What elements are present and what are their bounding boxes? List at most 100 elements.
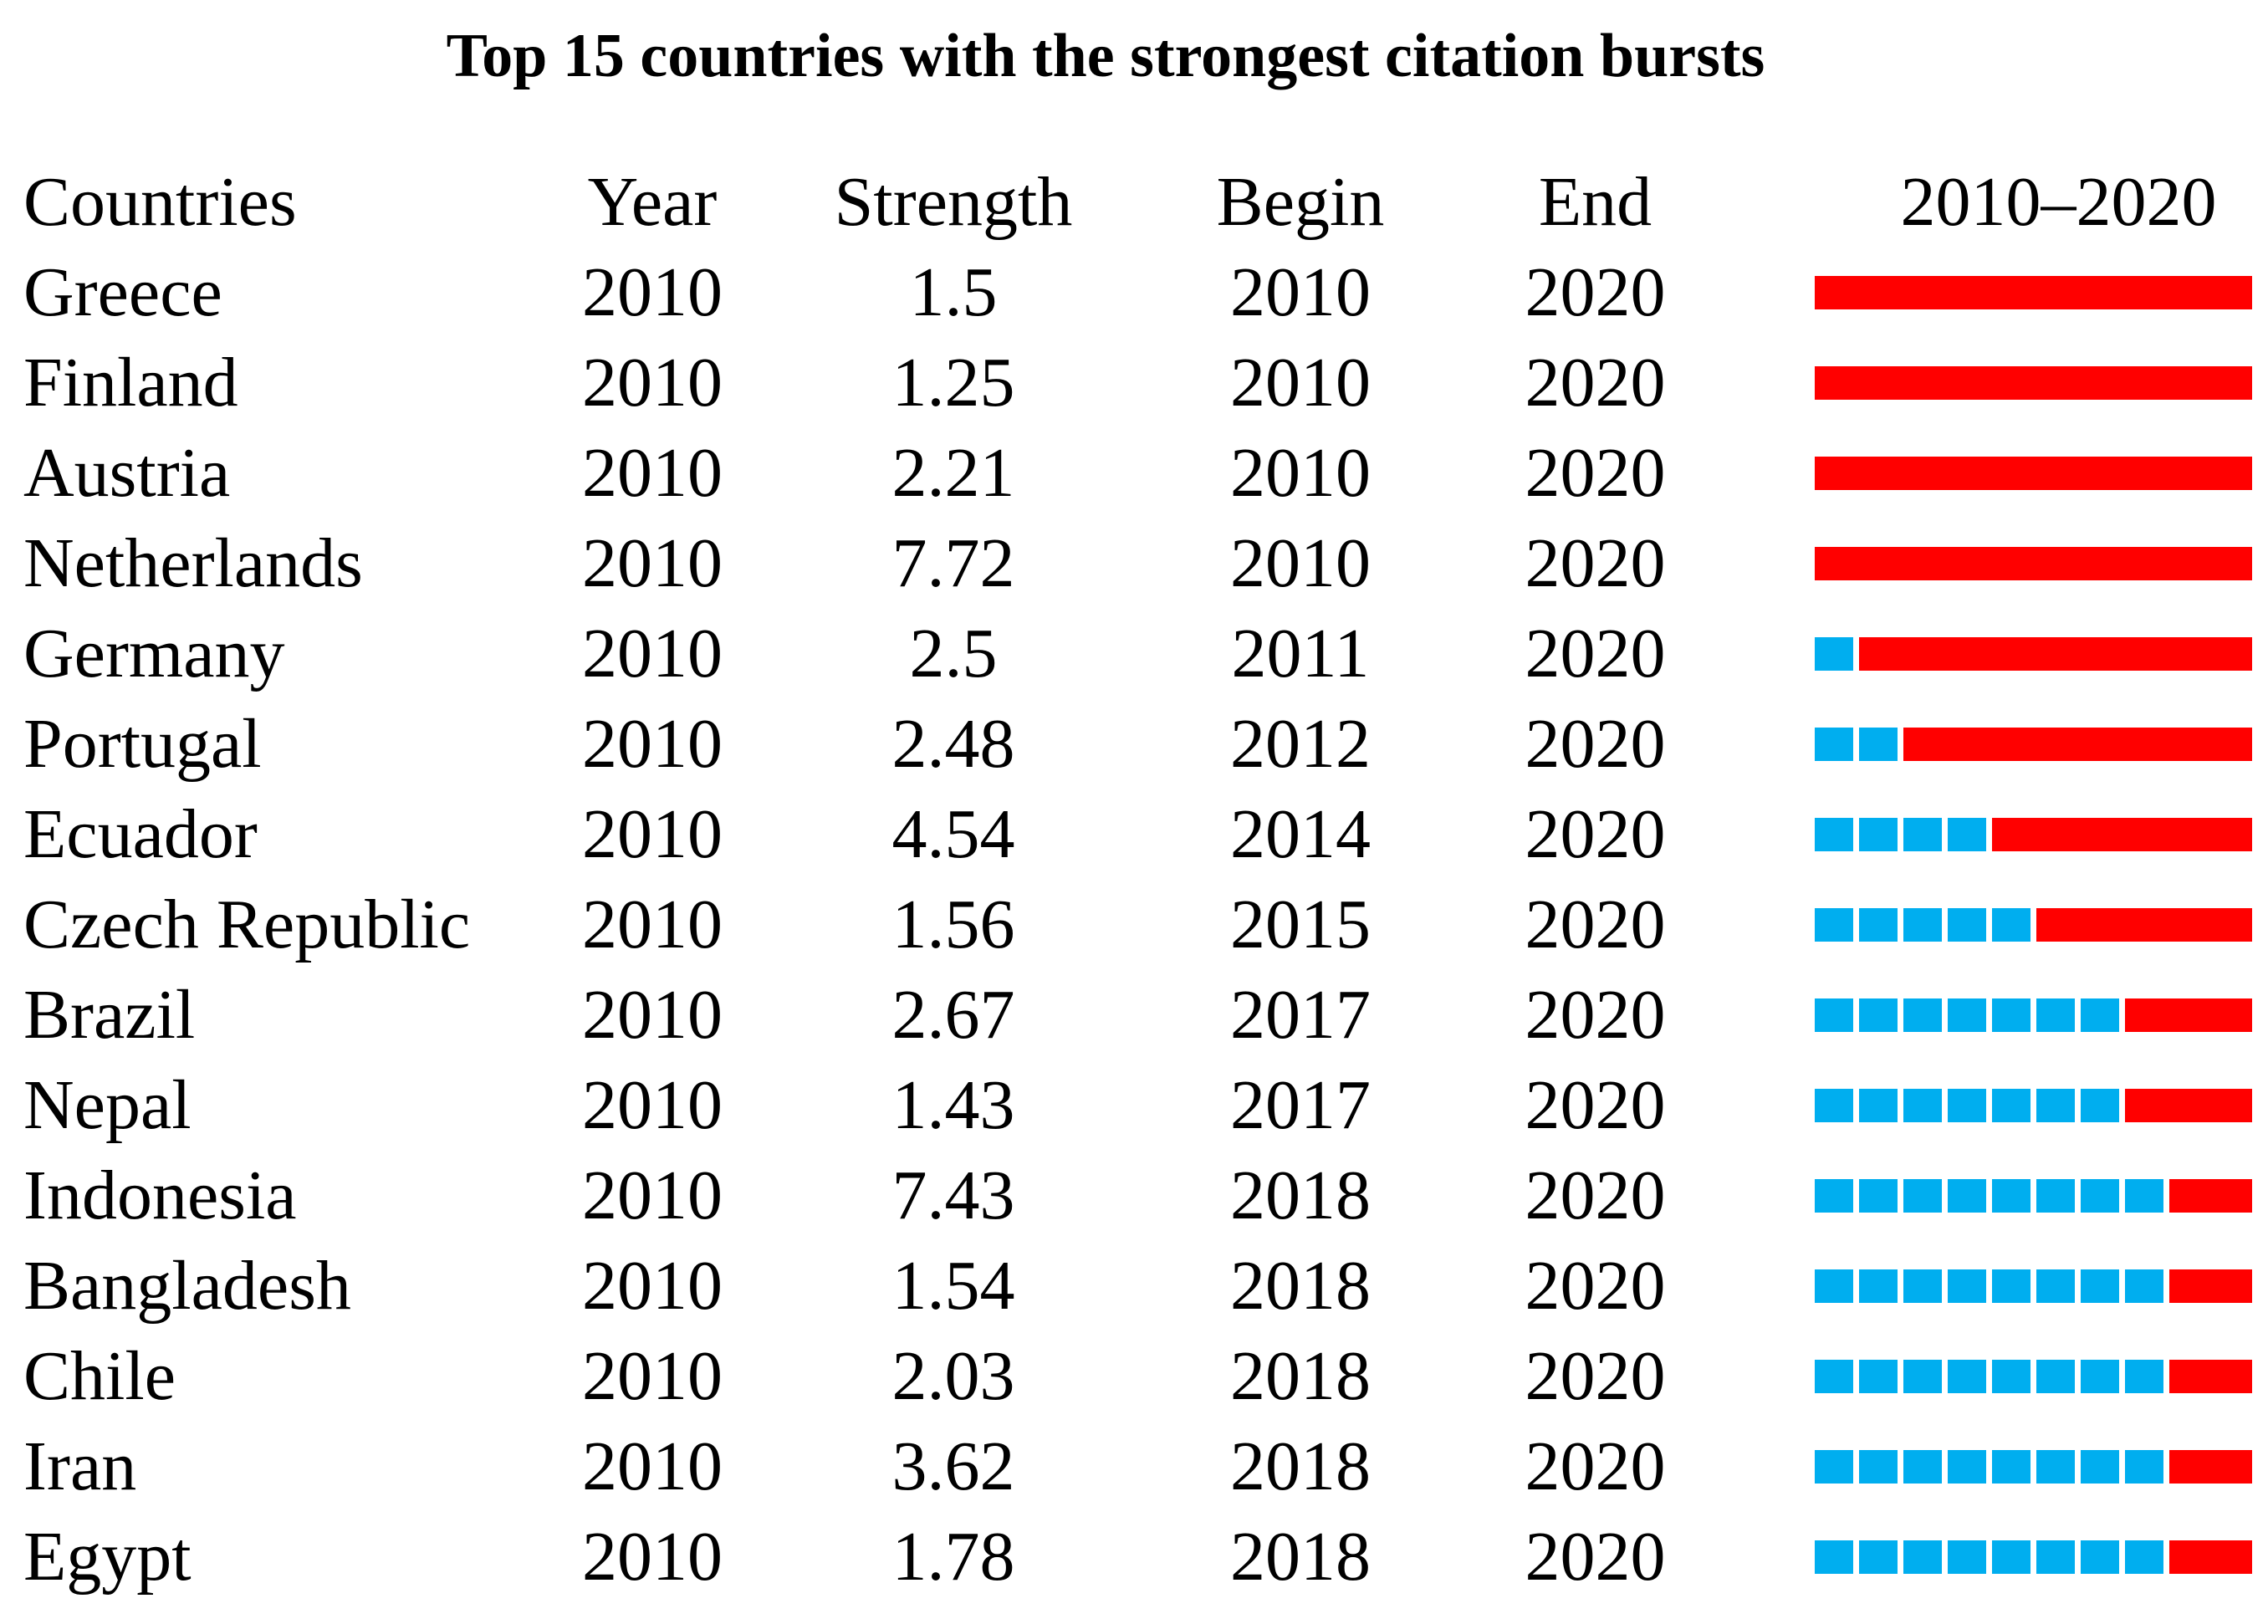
- year-cell: 2010: [582, 795, 723, 873]
- timeline-cell: [1735, 366, 2268, 400]
- non-burst-year-square: [2036, 1089, 2075, 1122]
- end-cell: 2020: [1525, 1518, 1666, 1596]
- timeline-cell: [1735, 1089, 2268, 1122]
- non-burst-year-square: [1903, 1540, 1942, 1574]
- strength-cell: 1.56: [891, 886, 1015, 963]
- burst-table: Countries Year Strength Begin End 2010–2…: [0, 157, 2268, 1602]
- column-header-timeline: 2010–2020: [1735, 167, 2268, 237]
- non-burst-year-square: [1903, 818, 1942, 851]
- non-burst-year-square: [2081, 998, 2119, 1032]
- column-header-end: End: [1538, 163, 1652, 241]
- country-cell: Chile: [23, 1337, 176, 1415]
- non-burst-year-square: [1992, 1179, 2030, 1213]
- end-cell: 2020: [1525, 524, 1666, 602]
- timeline-cell: [1735, 1179, 2268, 1213]
- non-burst-year-square: [1815, 998, 1853, 1032]
- end-cell: 2020: [1525, 615, 1666, 692]
- burst-period-bar: [2125, 1089, 2252, 1122]
- non-burst-year-square: [1992, 1540, 2030, 1574]
- timeline-cell: [1735, 547, 2268, 580]
- timeline-cell: [1735, 1360, 2268, 1393]
- country-cell: Bangladesh: [23, 1247, 351, 1325]
- non-burst-year-square: [2125, 1269, 2163, 1303]
- begin-cell: 2015: [1230, 886, 1371, 963]
- non-burst-year-square: [1859, 1269, 1898, 1303]
- non-burst-year-square: [2036, 1360, 2075, 1393]
- year-cell: 2010: [582, 615, 723, 692]
- end-cell: 2020: [1525, 795, 1666, 873]
- burst-timeline-bar: [1815, 637, 2252, 671]
- country-cell: Egypt: [23, 1518, 192, 1596]
- strength-cell: 2.5: [909, 615, 998, 692]
- year-cell: 2010: [582, 1247, 723, 1325]
- timeline-cell: [1735, 1269, 2268, 1303]
- table-body: Greece 2010 1.5 2010 2020 Finland 2010 1.25 2010…: [0, 248, 2268, 1602]
- begin-cell: 2010: [1230, 253, 1371, 331]
- strength-cell: 7.43: [891, 1157, 1015, 1234]
- column-header-year: Year: [587, 163, 718, 241]
- table-row: Ecuador 2010 4.54 2014 2020: [0, 789, 2268, 880]
- burst-period-bar: [2169, 1540, 2252, 1574]
- strength-cell: 3.62: [891, 1427, 1015, 1505]
- burst-period-bar: [2169, 1360, 2252, 1393]
- table-row: Brazil 2010 2.67 2017 2020: [0, 970, 2268, 1060]
- non-burst-year-square: [1948, 1450, 1986, 1484]
- non-burst-year-square: [2125, 1540, 2163, 1574]
- column-header-strength: Strength: [834, 163, 1073, 241]
- non-burst-year-square: [1859, 1450, 1898, 1484]
- burst-timeline-bar: [1815, 1269, 2252, 1303]
- non-burst-year-square: [1859, 818, 1898, 851]
- burst-period-bar: [1815, 276, 2252, 309]
- non-burst-year-square: [1903, 1360, 1942, 1393]
- non-burst-year-square: [1815, 1360, 1853, 1393]
- country-cell: Austria: [23, 434, 231, 512]
- end-cell: 2020: [1525, 1427, 1666, 1505]
- non-burst-year-square: [1948, 818, 1986, 851]
- end-cell: 2020: [1525, 434, 1666, 512]
- non-burst-year-square: [1903, 908, 1942, 942]
- year-cell: 2010: [582, 434, 723, 512]
- year-cell: 2010: [582, 1157, 723, 1234]
- non-burst-year-square: [1992, 1089, 2030, 1122]
- timeline-cell: [1735, 1450, 2268, 1484]
- begin-cell: 2010: [1230, 524, 1371, 602]
- non-burst-year-square: [2036, 1179, 2075, 1213]
- end-cell: 2020: [1525, 253, 1666, 331]
- timeline-cell: [1735, 637, 2268, 671]
- strength-cell: 2.67: [891, 976, 1015, 1054]
- non-burst-year-square: [1859, 998, 1898, 1032]
- non-burst-year-square: [2036, 1269, 2075, 1303]
- begin-cell: 2018: [1230, 1427, 1371, 1505]
- end-cell: 2020: [1525, 976, 1666, 1054]
- burst-timeline-bar: [1815, 908, 2252, 942]
- non-burst-year-square: [2081, 1540, 2119, 1574]
- non-burst-year-square: [2081, 1360, 2119, 1393]
- burst-period-bar: [1815, 366, 2252, 400]
- country-cell: Iran: [23, 1427, 137, 1505]
- timeline-cell: [1735, 276, 2268, 309]
- strength-cell: 4.54: [891, 795, 1015, 873]
- burst-timeline-bar: [1815, 366, 2252, 400]
- non-burst-year-square: [1859, 728, 1898, 761]
- country-cell: Brazil: [23, 976, 196, 1054]
- burst-period-bar: [2169, 1179, 2252, 1213]
- table-row: Iran 2010 3.62 2018 2020: [0, 1422, 2268, 1512]
- burst-timeline-bar: [1815, 547, 2252, 580]
- non-burst-year-square: [1815, 818, 1853, 851]
- non-burst-year-square: [2081, 1269, 2119, 1303]
- column-header-begin: Begin: [1216, 163, 1385, 241]
- end-cell: 2020: [1525, 705, 1666, 783]
- burst-period-bar: [1903, 728, 2252, 761]
- table-row: Portugal 2010 2.48 2012 2020: [0, 699, 2268, 789]
- table-row: Czech Republic 2010 1.56 2015 2020: [0, 880, 2268, 970]
- non-burst-year-square: [1903, 1179, 1942, 1213]
- end-cell: 2020: [1525, 886, 1666, 963]
- burst-timeline-bar: [1815, 1540, 2252, 1574]
- burst-period-bar: [1859, 637, 2252, 671]
- country-cell: Portugal: [23, 705, 262, 783]
- timeline-cell: [1735, 457, 2268, 490]
- strength-cell: 2.48: [891, 705, 1015, 783]
- year-cell: 2010: [582, 705, 723, 783]
- non-burst-year-square: [2081, 1179, 2119, 1213]
- timeline-range-label: 2010–2020: [1900, 163, 2217, 241]
